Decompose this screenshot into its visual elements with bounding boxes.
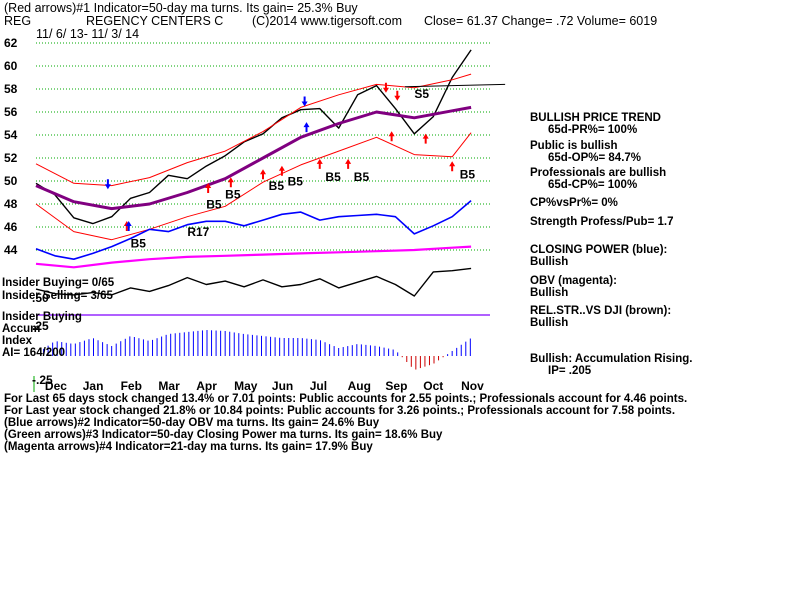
public-label: Public is bullish [530, 140, 618, 152]
accum-state: Bullish: Accumulation Rising. [530, 353, 693, 365]
signal-label: R17 [187, 225, 209, 239]
copyright: (C)2014 www.tigersoft.com [252, 14, 402, 28]
pr-value: 65d-PR%= 100% [548, 124, 637, 136]
lower-tick-label: .25 [32, 319, 49, 333]
insider-selling: Insider Selling= 3/65 [2, 290, 113, 302]
y-tick-label: 60 [4, 59, 18, 73]
signal-label: B5 [325, 170, 341, 184]
down-arrow-icon [394, 90, 401, 101]
series-closing-power [35, 199, 472, 260]
resistance-line [404, 83, 506, 88]
note-65-days: For Last 65 days stock changed 13.4% or … [4, 393, 687, 405]
series-lower-band [35, 132, 472, 241]
month-label: Jun [272, 379, 293, 393]
signal-label: B5 [225, 187, 241, 201]
note-last-year: For Last year stock changed 21.8% or 10.… [4, 405, 675, 417]
y-tick-label: 52 [4, 151, 18, 165]
op-value: 65d-OP%= 84.7% [548, 152, 641, 164]
y-tick-label: 44 [4, 243, 18, 257]
series-lines [35, 49, 506, 297]
down-arrow-icon [301, 96, 308, 107]
series-price [35, 49, 472, 225]
cp-value: 65d-CP%= 100% [548, 179, 637, 191]
relstr-label: REL.STR..VS DJI (brown): [530, 305, 671, 317]
accum-label: Accum [2, 323, 40, 335]
series-relative-strength-vs-dji [35, 267, 472, 297]
signal-label: B5 [460, 168, 476, 182]
signal-label: B5 [131, 237, 147, 251]
y-tick-label: 58 [4, 82, 18, 96]
month-label: Jan [83, 379, 104, 393]
y-tick-label: 48 [4, 197, 18, 211]
month-label: Aug [348, 379, 371, 393]
month-label: Jul [310, 379, 327, 393]
price-gridlines [36, 42, 490, 251]
month-label: Oct [423, 379, 443, 393]
signal-label: S5 [414, 87, 429, 101]
strength-value: Strength Profess/Pub= 1.7 [530, 216, 673, 228]
relstr-state: Bullish [530, 317, 568, 329]
obv-label: OBV (magenta): [530, 275, 617, 287]
closing-power-state: Bullish [530, 256, 568, 268]
month-label: Apr [196, 379, 217, 393]
month-axis: Dec Jan Feb Mar Apr May Jun Jul Aug Sep Oct Nov [45, 379, 484, 393]
closing-power-label: CLOSING POWER (blue): [530, 244, 667, 256]
index-label: Index [2, 335, 33, 347]
month-label: May [234, 379, 258, 393]
indicator-line-1: (Red arrows)#1 Indicator=50-day ma turns… [4, 1, 358, 15]
up-arrow-icon [303, 122, 310, 133]
up-arrow-icon [316, 158, 323, 169]
y-tick-label: 50 [4, 174, 18, 188]
note-green-arrows: (Green arrows)#3 Indicator=50-day Closin… [4, 429, 443, 441]
pros-label: Professionals are bullish [530, 167, 666, 179]
up-arrow-icon [260, 169, 266, 180]
series-obv [35, 245, 472, 269]
up-arrow-icon [449, 161, 456, 172]
month-label: Nov [461, 379, 484, 393]
month-label: Dec [45, 379, 67, 393]
y-tick-label: 56 [4, 105, 18, 119]
lower-tick-label: -.25 [32, 373, 53, 387]
series-50-day-ma [35, 105, 472, 211]
company-name: REGENCY CENTERS C [86, 14, 223, 28]
lower-tick-label: .50 [32, 291, 49, 305]
ip-value: IP= .205 [548, 365, 592, 377]
up-arrow-icon [388, 131, 395, 142]
date-range: 11/ 6/ 13- 11/ 3/ 14 [36, 27, 139, 41]
trend-label: BULLISH PRICE TREND [530, 112, 661, 124]
up-arrow-icon [278, 165, 285, 176]
note-magenta-arrows: (Magenta arrows)#4 Indicator=21-day ma t… [4, 441, 373, 453]
month-label: Feb [121, 379, 142, 393]
y-tick-label: 62 [4, 36, 18, 50]
insider-buying: Insider Buying= 0/65 [2, 277, 115, 289]
obv-state: Bullish [530, 287, 568, 299]
y-tick-label: 54 [4, 128, 18, 142]
month-label: Mar [158, 379, 180, 393]
lower-indicator-panel: .50 .25 -.25 [32, 291, 490, 392]
symbol: REG [4, 14, 31, 28]
note-blue-arrows: (Blue arrows)#2 Indicator=50-day OBV ma … [4, 417, 380, 429]
signal-label: B5 [269, 179, 285, 193]
insider-buying-label: Insider Buying [2, 311, 82, 323]
up-arrow-icon [227, 177, 234, 188]
ai-value: AI= 164/200 [2, 347, 65, 359]
signal-label: B5 [288, 175, 304, 189]
quote: Close= 61.37 Change= .72 Volume= 6019 [424, 14, 657, 28]
up-arrow-icon [345, 158, 352, 169]
up-arrow-icon [422, 133, 429, 144]
cpvspr-value: CP%vsPr%= 0% [530, 197, 618, 209]
month-label: Sep [385, 379, 407, 393]
up-arrow-icon [125, 221, 132, 231]
y-tick-label: 46 [4, 220, 18, 234]
signal-label: B5 [354, 170, 370, 184]
up-arrow-icon [205, 183, 212, 194]
down-arrow-icon [382, 82, 389, 93]
series-upper-band [35, 73, 472, 187]
price-axis: 62 60 58 56 54 52 50 48 46 44 [4, 36, 18, 257]
signal-label: B5 [206, 198, 222, 212]
down-arrow-icon [104, 179, 111, 190]
